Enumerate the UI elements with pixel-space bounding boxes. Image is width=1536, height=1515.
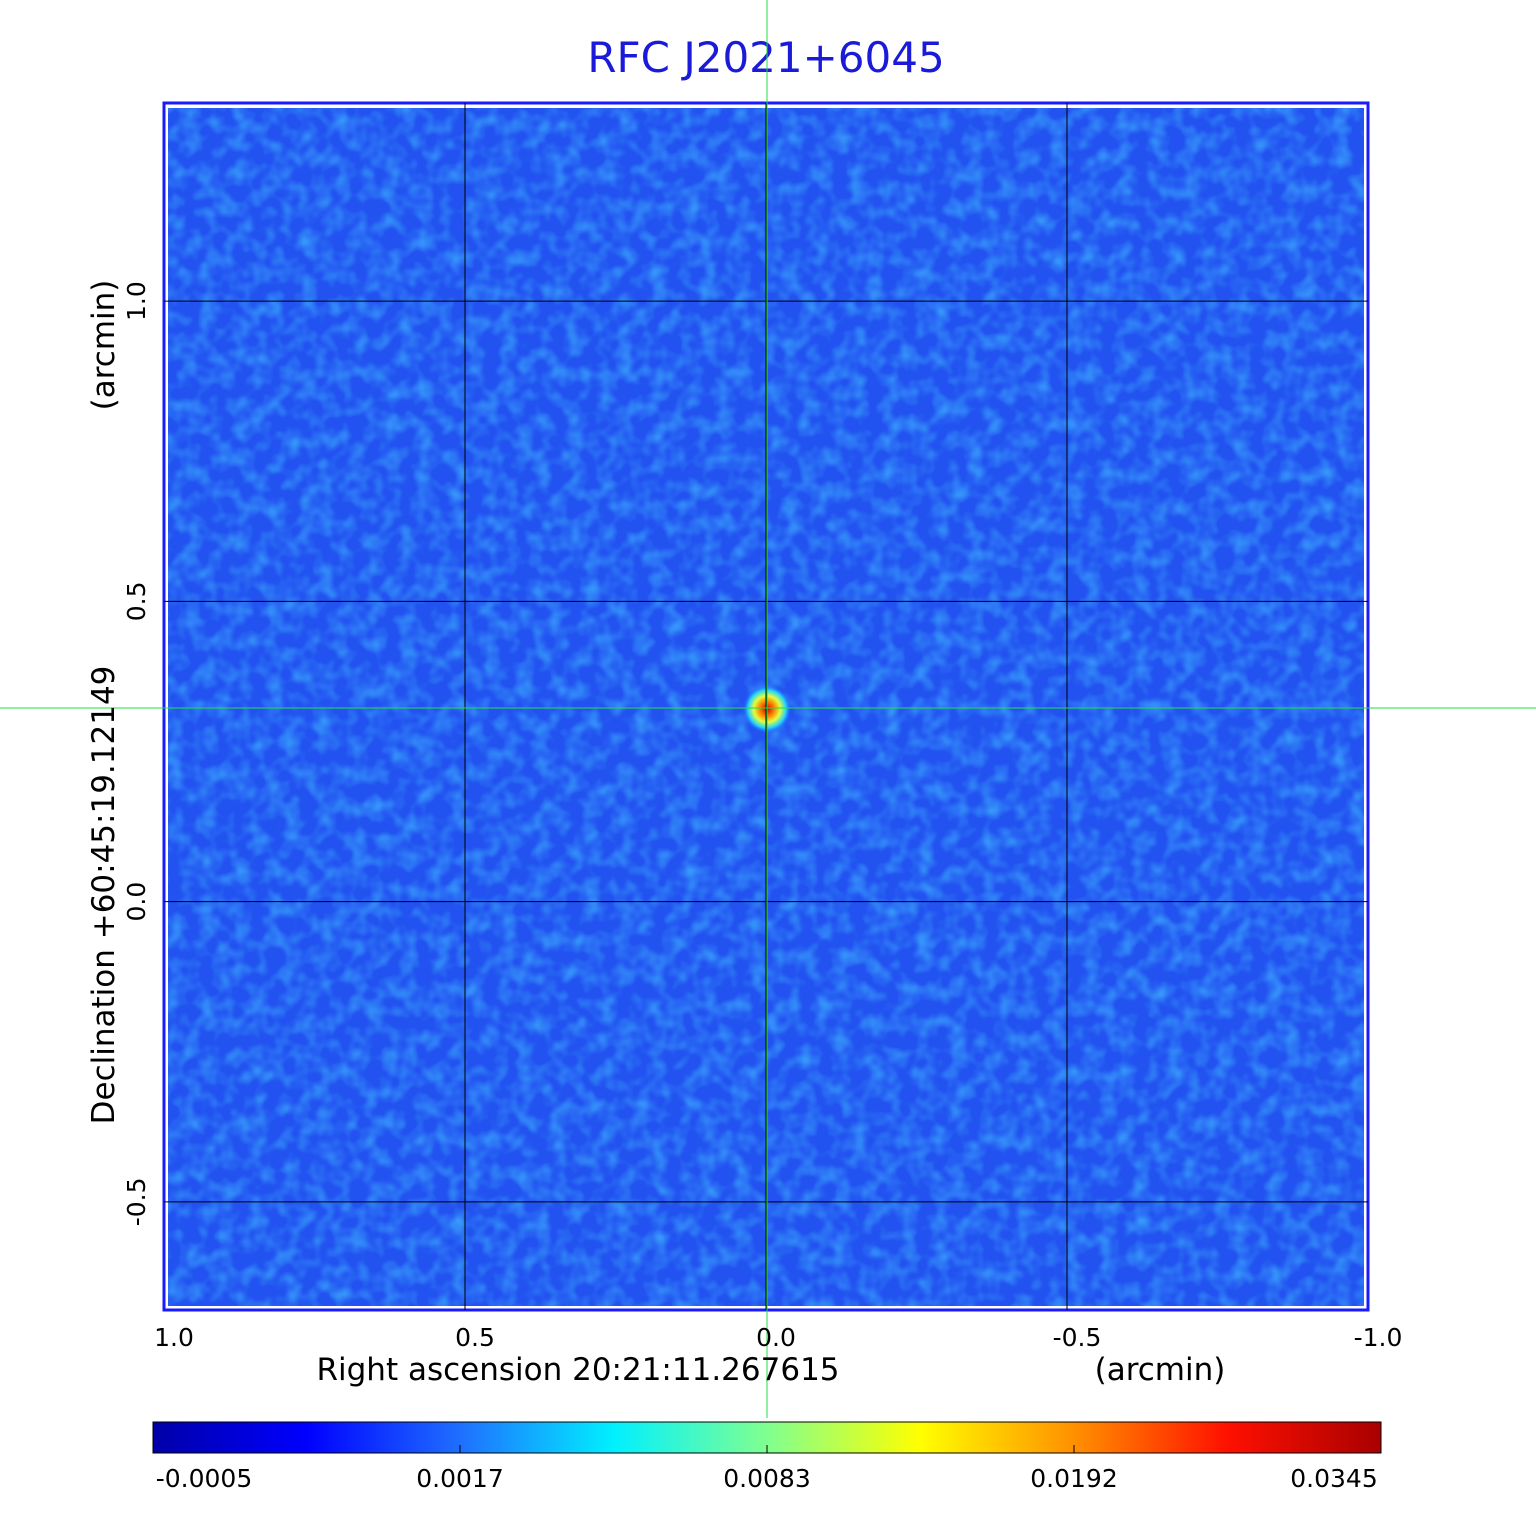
y-tick-label: 0.5	[122, 582, 151, 622]
y-tick-label: -0.5	[122, 1178, 151, 1227]
colorbar-tick-label: 0.0345	[1290, 1464, 1377, 1493]
y-axis-unit: (arcmin)	[86, 280, 122, 411]
y-tick-label: 0.0	[122, 882, 151, 922]
x-axis-label: Right ascension 20:21:11.267615	[316, 1352, 839, 1388]
colorbar-tick-label: 0.0083	[723, 1464, 810, 1493]
colorbar-tick-label: -0.0005	[156, 1464, 253, 1493]
x-axis-unit: (arcmin)	[1095, 1352, 1226, 1388]
y-tick-label: 1.0	[122, 281, 151, 321]
x-tick-label: 0.5	[455, 1323, 495, 1352]
x-tick-label: -1.0	[1354, 1323, 1403, 1352]
chart-title: RFC J2021+6045	[587, 33, 944, 82]
colorbar-tick-label: 0.0192	[1030, 1464, 1117, 1493]
grid	[164, 103, 1368, 1310]
x-tick-label: 1.0	[154, 1323, 194, 1352]
x-tick-label: -0.5	[1053, 1323, 1102, 1352]
y-axis-label: Declination +60:45:19.12149	[86, 666, 122, 1125]
colorbar-tick-label: 0.0017	[416, 1464, 503, 1493]
x-tick-label: 0.0	[756, 1323, 796, 1352]
